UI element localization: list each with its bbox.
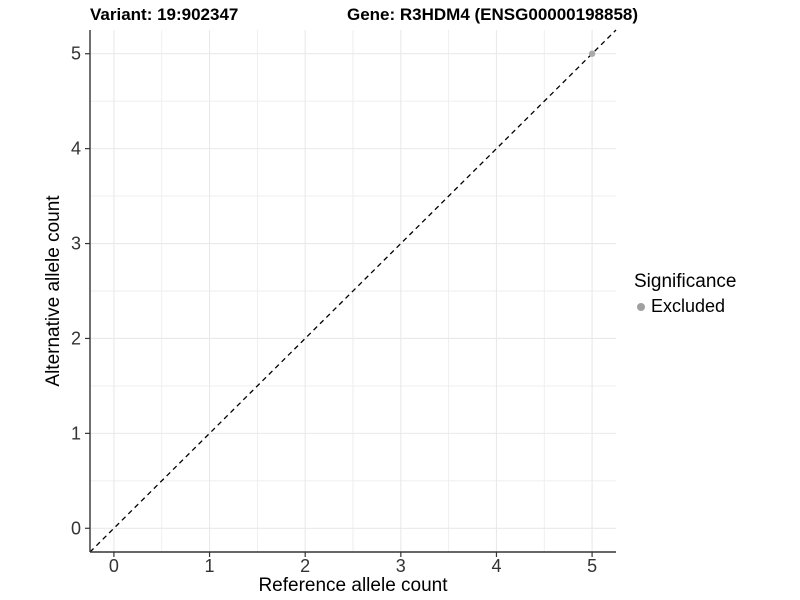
y-tick-label: 2 bbox=[71, 328, 81, 348]
plot-title-gene: Gene: R3HDM4 (ENSG00000198858) bbox=[347, 5, 639, 24]
y-axis-title: Alternative allele count bbox=[43, 195, 64, 387]
x-tick-label: 1 bbox=[205, 556, 215, 576]
x-tick-label: 3 bbox=[396, 556, 406, 576]
x-tick-label: 5 bbox=[587, 556, 597, 576]
y-tick-label: 4 bbox=[71, 139, 81, 159]
data-point bbox=[588, 50, 596, 57]
x-tick-label: 0 bbox=[109, 556, 119, 576]
legend-key-dot bbox=[637, 302, 645, 311]
legend-entry-label: Excluded bbox=[651, 296, 726, 316]
y-tick-label: 3 bbox=[71, 234, 81, 254]
y-tick-label: 1 bbox=[71, 423, 81, 443]
identity-line bbox=[89, 29, 617, 553]
x-tick-label: 2 bbox=[300, 556, 310, 576]
legend-entry: Excluded bbox=[637, 296, 736, 317]
legend-title: Significance bbox=[634, 271, 737, 292]
x-axis-title-text: Reference allele count bbox=[258, 575, 448, 596]
y-tick-label: 5 bbox=[71, 44, 81, 64]
y-tick-label: 0 bbox=[71, 518, 81, 538]
plot-title-variant: Variant: 19:902347 bbox=[90, 5, 239, 24]
x-tick-label: 4 bbox=[491, 556, 501, 576]
legend: Significance Excluded bbox=[634, 271, 736, 317]
x-axis-title: Reference allele count bbox=[0, 575, 800, 597]
